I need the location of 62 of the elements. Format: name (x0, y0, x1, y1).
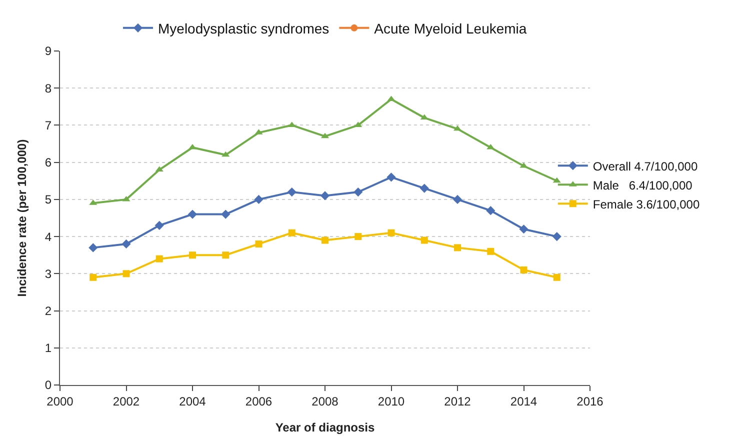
x-tick-label: 2016 (576, 394, 604, 408)
x-tick-label: 2010 (378, 394, 405, 408)
x-tick-label: 2012 (444, 394, 472, 408)
x-axis-title: Year of diagnosis (275, 420, 375, 434)
point (452, 194, 462, 204)
point (552, 232, 562, 242)
x-tick-label: 2004 (179, 394, 206, 408)
point (519, 224, 528, 234)
y-tick-label: 4 (44, 230, 52, 244)
x-tick-label: 2002 (112, 394, 140, 408)
point (322, 236, 328, 244)
point (287, 187, 296, 197)
point (553, 274, 560, 281)
y-axis-title: Incidence rate (per 100,000) (15, 139, 30, 297)
point (454, 244, 461, 252)
y-tick-label: 6 (44, 156, 52, 170)
point (154, 220, 164, 230)
point (222, 151, 230, 157)
point (520, 266, 528, 274)
point (420, 236, 428, 244)
y-tick-label: 9 (44, 44, 52, 58)
x-tick-label: 2000 (46, 394, 74, 408)
point (386, 172, 396, 182)
point (420, 184, 429, 193)
legend-label: Myelodysplastic syndromes (158, 20, 330, 36)
point (486, 144, 495, 150)
y-tick-label: 3 (44, 266, 52, 281)
point (122, 270, 130, 278)
point (90, 274, 97, 281)
point (189, 252, 196, 259)
point (288, 229, 296, 236)
point (122, 239, 131, 249)
legend-label: Male 6.4/100,000 (592, 178, 693, 192)
point (188, 210, 198, 219)
legend-label: Acute Myeloid Leukemia (374, 20, 527, 36)
y-tick-label: 7 (44, 118, 52, 132)
y-tick-label: 0 (44, 378, 52, 392)
y-tick-label: 2 (44, 304, 52, 318)
point (487, 248, 494, 255)
y-tick-label: 5 (44, 192, 52, 207)
point (254, 194, 264, 204)
point (354, 187, 363, 197)
y-tick-label: 1 (44, 341, 52, 356)
point (156, 255, 163, 262)
point (155, 166, 164, 172)
point (320, 191, 330, 200)
point (420, 114, 428, 120)
x-tick-label: 2006 (245, 394, 272, 408)
point (221, 210, 230, 219)
point (255, 240, 262, 248)
point (222, 252, 230, 259)
point (388, 229, 395, 236)
legend-label: Female 3.6/100,000 (592, 197, 700, 212)
point (486, 206, 496, 216)
point (354, 233, 362, 240)
legend-label: Overall 4.7/100,000 (592, 159, 698, 174)
point (552, 177, 561, 183)
x-tick-label: 2014 (510, 394, 538, 408)
y-tick-label: 8 (44, 81, 52, 96)
point (122, 196, 130, 202)
point (88, 243, 98, 252)
x-tick-label: 2008 (312, 394, 339, 408)
